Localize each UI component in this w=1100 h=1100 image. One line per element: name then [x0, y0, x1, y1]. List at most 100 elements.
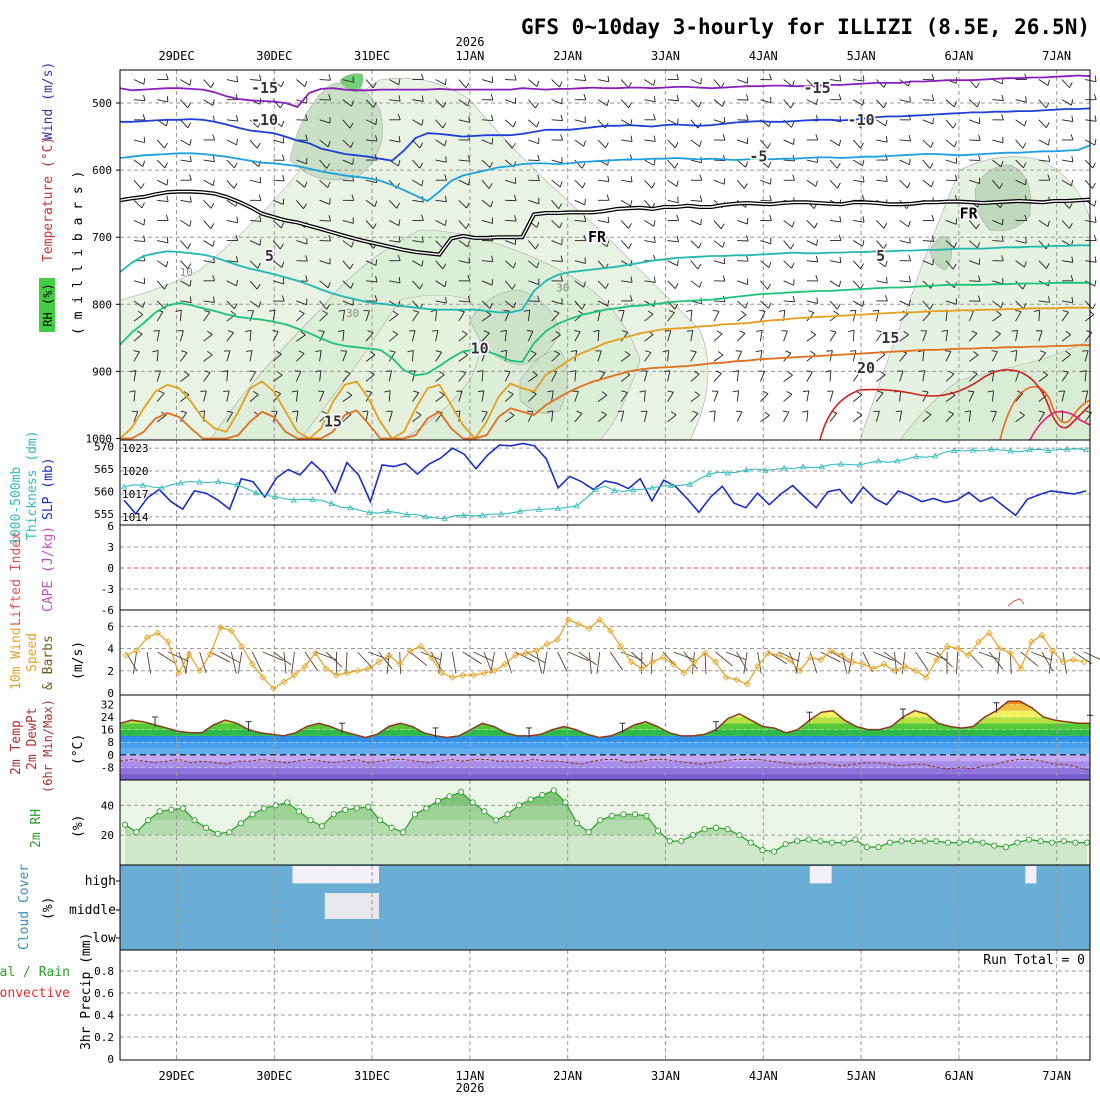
wind-barb [481, 410, 488, 422]
isotherm-label: -15 [251, 79, 278, 97]
wind-barb [760, 195, 772, 202]
slp-line [123, 442, 1087, 517]
wind-barb [945, 370, 955, 382]
wind-barb [945, 218, 957, 225]
wind-barb [1038, 410, 1046, 422]
thickness-marker [856, 461, 863, 468]
wind-barb [1085, 216, 1097, 223]
wind-barb [945, 174, 958, 181]
wind10-barb [262, 651, 284, 661]
precip-grid [120, 950, 1090, 1060]
thickness-marker [950, 447, 958, 453]
wind10-marker [1017, 665, 1025, 672]
thickness-slp-ticks: 555 560 565 570 1014 1017 1020 1023 [94, 441, 149, 524]
dewpoint-line [119, 758, 1091, 772]
wind-barb [1061, 274, 1074, 282]
rh2m-marker [411, 811, 418, 818]
rh2m-marker [492, 817, 499, 824]
pressure-tick-label: 700 [92, 231, 112, 244]
lifted-index-trace [1007, 598, 1025, 607]
rh2m-marker [284, 799, 291, 806]
cloud-cell-high [1025, 866, 1037, 884]
rh2m-marker [342, 806, 349, 813]
wind-barb [922, 118, 934, 125]
wind-barb [180, 79, 192, 86]
wind10-ticks: 0 2 4 6 [107, 620, 114, 700]
wind-barb [852, 139, 864, 149]
wind10-barb [673, 651, 695, 660]
wind10-marker [764, 649, 772, 657]
cloud-cell-high [303, 866, 315, 884]
wind-barb [319, 258, 331, 265]
wind-barb [272, 119, 285, 127]
wind10-barb [462, 651, 482, 665]
cloud-cell-high [820, 866, 832, 884]
rh2m-marker [1025, 836, 1033, 843]
wind-barb [365, 135, 378, 142]
cape-tick: 6 [107, 520, 114, 533]
wind-barb [667, 310, 675, 322]
wind-barb [296, 255, 308, 262]
wind-barb [737, 255, 749, 262]
isotherm-label: 5 [265, 247, 274, 265]
wind10-marker [817, 656, 825, 664]
rh2m-marker [828, 839, 836, 846]
wind10-marker [133, 647, 140, 655]
wind10-marker [670, 660, 677, 668]
wind-barb [200, 390, 207, 402]
wind-barb [223, 350, 231, 362]
wind-barb [528, 119, 540, 128]
wind-barb [969, 134, 981, 141]
wind-barb [895, 410, 903, 422]
temp-band [120, 742, 1090, 749]
wind-barb [735, 350, 743, 362]
cloud-cell-high [292, 866, 304, 884]
wind-barb [223, 390, 230, 402]
wind-barb [156, 260, 169, 268]
wind10-barb [230, 651, 237, 674]
rh2m-marker [423, 805, 430, 812]
wind-barb [829, 300, 841, 310]
rh2m-marker [991, 842, 998, 849]
temp2m-label-3: (6hr Min/Max) [41, 699, 55, 793]
wind-barb [458, 240, 470, 248]
wind-barb [1038, 220, 1050, 227]
wind10-barb [178, 651, 188, 673]
wind-barb [504, 139, 516, 149]
wind-label: Wind (m/s) [41, 62, 56, 140]
wind-barb [342, 240, 354, 248]
wind10-barb [788, 651, 798, 673]
wind10-barb [778, 651, 799, 662]
wind-barb [388, 78, 401, 86]
wind-barb [829, 330, 837, 342]
wind-barb [435, 260, 447, 270]
wind-barb [621, 276, 633, 283]
wind-barb [709, 410, 716, 422]
wind-barb [246, 350, 253, 362]
wind-barb [992, 94, 1004, 101]
wind-barb [1010, 349, 1018, 362]
wind10-marker [912, 667, 919, 675]
wind-barb [783, 99, 795, 109]
wind-barb [732, 370, 740, 382]
wind-barb [458, 330, 468, 342]
wind-barb [180, 139, 192, 146]
rh2m-label: 2m RH [29, 809, 44, 848]
wind-barb [829, 93, 842, 101]
wind10-barb [883, 651, 903, 666]
cloud-cover-label: Cloud Cover [17, 864, 32, 950]
precip-ticks: 0 0.2 0.4 0.6 0.8 [94, 965, 114, 1066]
thickness-marker [988, 445, 995, 452]
wind-barb [477, 370, 484, 382]
wind-barb [713, 257, 725, 265]
wind-barb [621, 135, 633, 143]
wind-barb [620, 99, 632, 109]
wind-barb [597, 280, 609, 290]
wind10-marker [470, 671, 477, 679]
precip-tick: 0.2 [94, 1031, 114, 1044]
wind-barb [1015, 411, 1025, 423]
wind-barb [551, 220, 563, 229]
wind-barb [1061, 330, 1072, 342]
wind-barb [249, 215, 262, 222]
wind-barb [385, 370, 392, 382]
